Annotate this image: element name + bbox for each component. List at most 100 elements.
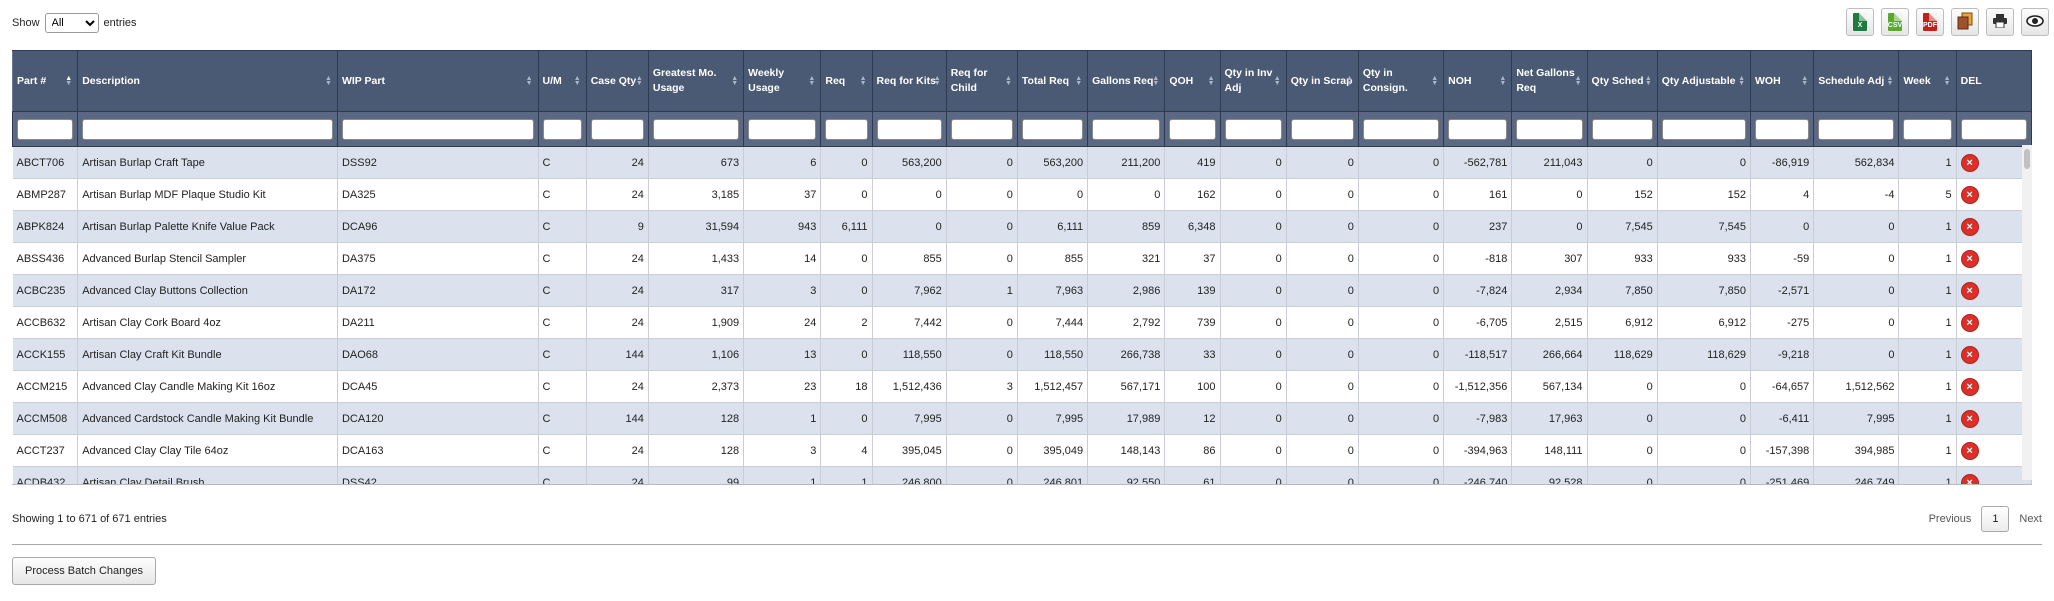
column-filter-input[interactable] xyxy=(1818,118,1895,140)
table-cell: 1 xyxy=(743,466,822,484)
table-cell: 266,738 xyxy=(1087,338,1166,371)
column-header[interactable]: Qty in Consign. ▲ ▼ xyxy=(1357,50,1445,112)
column-header-label: Req xyxy=(825,74,846,87)
table-cell: 1 xyxy=(820,466,873,484)
column-header[interactable]: Week ▲ ▼ xyxy=(1898,50,1957,112)
delete-row-icon[interactable]: × xyxy=(1960,281,1979,300)
column-filter-input[interactable] xyxy=(1362,118,1440,140)
table-cell: 3,185 xyxy=(648,178,745,211)
table-cell: 6 xyxy=(743,146,822,179)
column-header[interactable]: Total Req ▲ ▼ xyxy=(1016,50,1089,112)
table-cell: 31,594 xyxy=(648,210,745,243)
print-button[interactable] xyxy=(1986,8,2014,36)
excel-export-button[interactable]: X xyxy=(1846,8,1874,36)
delete-row-icon[interactable]: × xyxy=(1960,217,1979,236)
column-header[interactable]: Qty in Scrap ▲ ▼ xyxy=(1285,50,1359,112)
column-filter-input[interactable] xyxy=(542,118,582,140)
table-cell: C xyxy=(538,146,587,179)
table-cell: 144 xyxy=(586,338,649,371)
delete-row-icon[interactable]: × xyxy=(1960,345,1979,364)
next-button[interactable]: Next xyxy=(2019,513,2042,525)
delete-cell: × xyxy=(1956,306,2032,339)
scrollbar-thumb[interactable] xyxy=(2024,149,2030,169)
column-filter-input[interactable] xyxy=(1224,118,1282,140)
column-filter-input[interactable] xyxy=(341,118,534,140)
column-header[interactable]: Req for Kits ▲ ▼ xyxy=(871,50,947,112)
column-header[interactable]: Schedule Adj ▲ ▼ xyxy=(1813,50,1900,112)
table-cell: C xyxy=(538,402,587,435)
column-header[interactable]: Net Gallons Req ▲ ▼ xyxy=(1511,50,1588,112)
column-filter-input[interactable] xyxy=(1448,118,1508,140)
column-filter-cell xyxy=(585,111,649,147)
table-cell: 12 xyxy=(1164,402,1221,435)
column-header[interactable]: Description ▲ ▼ xyxy=(77,50,338,112)
table-cell: 563,200 xyxy=(1017,146,1089,179)
sort-icon: ▲ ▼ xyxy=(1943,75,1951,87)
delete-row-icon[interactable]: × xyxy=(1960,313,1979,332)
column-header[interactable]: Qty Adjustable ▲ ▼ xyxy=(1656,50,1752,112)
copy-button[interactable] xyxy=(1951,8,1979,36)
table-cell: 7,442 xyxy=(872,306,947,339)
column-header[interactable]: Gallons Req ▲ ▼ xyxy=(1087,50,1166,112)
column-header[interactable]: Qty in Inv Adj ▲ ▼ xyxy=(1219,50,1287,112)
table-cell: DA325 xyxy=(337,178,539,211)
page-1-button[interactable]: 1 xyxy=(1981,506,2010,532)
delete-row-icon[interactable]: × xyxy=(1960,153,1979,172)
delete-row-icon[interactable]: × xyxy=(1960,473,1979,484)
column-filter-input[interactable] xyxy=(1021,118,1084,140)
column-header-label: U/M xyxy=(542,74,562,87)
column-header[interactable]: Weekly Usage ▲ ▼ xyxy=(743,50,822,112)
delete-row-icon[interactable]: × xyxy=(1960,441,1979,460)
column-header[interactable]: Req for Child ▲ ▼ xyxy=(945,50,1018,112)
column-header-label: WIP Part xyxy=(341,74,385,87)
delete-row-icon[interactable]: × xyxy=(1960,377,1979,396)
column-header[interactable]: WOH ▲ ▼ xyxy=(1750,50,1815,112)
column-filter-input[interactable] xyxy=(825,118,868,140)
column-filter-input[interactable] xyxy=(748,118,817,140)
pdf-export-button[interactable]: PDF xyxy=(1916,8,1944,36)
column-header[interactable]: WIP Part ▲ ▼ xyxy=(336,50,539,112)
column-header[interactable]: Qty Sched ▲ ▼ xyxy=(1586,50,1658,112)
column-header[interactable]: Case Qty ▲ ▼ xyxy=(585,50,649,112)
column-filter-input[interactable] xyxy=(876,118,942,140)
column-filter-input[interactable] xyxy=(1903,118,1952,140)
column-filter-input[interactable] xyxy=(17,118,74,140)
column-header[interactable]: Req ▲ ▼ xyxy=(820,50,873,112)
vertical-scrollbar[interactable] xyxy=(2022,145,2032,480)
column-filter-input[interactable] xyxy=(1755,118,1810,140)
print-icon xyxy=(1992,13,2008,31)
delete-row-icon[interactable]: × xyxy=(1960,249,1979,268)
table-cell: 7,995 xyxy=(1017,402,1089,435)
csv-export-button[interactable]: CSV xyxy=(1881,8,1909,36)
column-filter-input[interactable] xyxy=(1516,118,1583,140)
column-filter-input[interactable] xyxy=(652,118,740,140)
column-filter-input[interactable] xyxy=(1169,118,1216,140)
entries-select[interactable]: All xyxy=(44,13,99,33)
column-header[interactable]: DEL xyxy=(1955,50,2032,112)
eye-icon xyxy=(2026,14,2044,30)
delete-row-icon[interactable]: × xyxy=(1960,185,1979,204)
sort-icon: ▲ ▼ xyxy=(808,75,816,87)
column-filter-input[interactable] xyxy=(82,118,333,140)
eye-button[interactable] xyxy=(2021,8,2049,36)
column-header[interactable]: Part # ▲ ▼ xyxy=(12,50,79,112)
column-header[interactable]: U/M ▲ ▼ xyxy=(537,50,587,112)
table-cell: 246,800 xyxy=(872,466,947,484)
column-filter-input[interactable] xyxy=(1290,118,1354,140)
delete-row-icon[interactable]: × xyxy=(1960,409,1979,428)
column-filter-input[interactable] xyxy=(1661,118,1747,140)
column-filter-input[interactable] xyxy=(950,118,1013,140)
table-cell: 0 xyxy=(1813,338,1900,371)
column-filter-input[interactable] xyxy=(1591,118,1653,140)
column-filter-input[interactable] xyxy=(590,118,644,140)
table-cell: 9 xyxy=(586,210,649,243)
table-cell: 162 xyxy=(1164,178,1221,211)
process-batch-changes-button[interactable]: Process Batch Changes xyxy=(12,557,157,585)
column-header[interactable]: NOH ▲ ▼ xyxy=(1443,50,1513,112)
column-filter-input[interactable] xyxy=(1960,118,2027,140)
column-header[interactable]: QOH ▲ ▼ xyxy=(1164,50,1221,112)
previous-button[interactable]: Previous xyxy=(1928,513,1972,525)
table-cell: 0 xyxy=(820,338,873,371)
column-filter-input[interactable] xyxy=(1092,118,1161,140)
column-header[interactable]: Greatest Mo. Usage ▲ ▼ xyxy=(647,50,745,112)
